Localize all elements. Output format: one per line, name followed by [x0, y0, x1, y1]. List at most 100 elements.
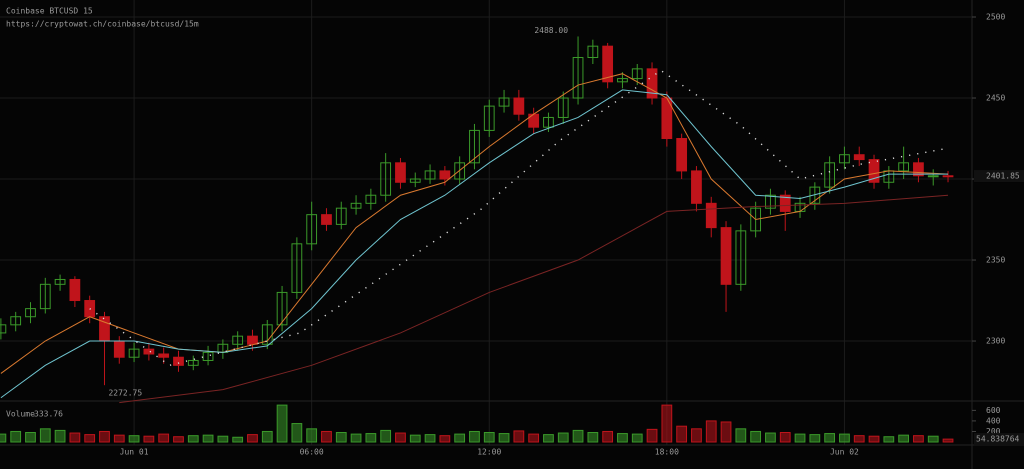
- volume-bar: [735, 428, 747, 443]
- volume-bar: [128, 435, 140, 443]
- volume-bar: [839, 433, 850, 443]
- volume-bar: [927, 435, 939, 443]
- volume-bar: [587, 432, 599, 443]
- volume-label: Volume: [6, 410, 35, 419]
- volume-bar: [39, 428, 51, 443]
- volume-bar: [395, 432, 406, 443]
- candle-body: [853, 154, 865, 161]
- volume-bar: [276, 404, 288, 443]
- candle-body: [128, 348, 140, 358]
- volume-bar: [809, 434, 821, 443]
- volume-bar: [617, 433, 628, 443]
- indicator-line: [0, 89, 949, 399]
- price-annotation: 2488.00: [534, 26, 568, 35]
- x-tick-label: 18:00: [655, 448, 679, 457]
- y-tick-label: 2450: [986, 94, 1005, 103]
- candle-body: [69, 278, 81, 302]
- volume-bar: [794, 433, 806, 443]
- candle-body: [572, 57, 584, 99]
- volume-bar: [498, 433, 510, 443]
- volume-bar: [409, 434, 421, 443]
- volume-tick-label: 600: [986, 406, 1001, 415]
- last-volume-label: 54.838764: [976, 435, 1020, 444]
- indicator-line: [0, 73, 949, 374]
- candle-body: [617, 78, 628, 83]
- last-volume-box: [974, 433, 1024, 446]
- volume-bar: [424, 434, 436, 443]
- x-tick-label: Jun 01: [120, 448, 149, 457]
- candle-body: [10, 316, 22, 326]
- volume-bar: [350, 433, 362, 443]
- candle-body: [824, 162, 836, 188]
- candle-body: [173, 356, 184, 366]
- volume-bar: [483, 432, 495, 443]
- volume-bar: [750, 430, 762, 443]
- candle-body: [113, 340, 125, 358]
- candle-body: [143, 348, 155, 355]
- volume-bar: [439, 435, 451, 443]
- candle-body: [765, 194, 776, 209]
- volume-bar: [291, 423, 303, 443]
- volume-bar: [469, 430, 480, 443]
- candle-body: [276, 291, 288, 326]
- indicator-line: [119, 194, 949, 404]
- volume-bar: [646, 428, 658, 443]
- candle-body: [513, 97, 525, 115]
- candle-body: [409, 178, 421, 183]
- volume-bar: [247, 434, 258, 443]
- candle-body: [291, 243, 303, 293]
- candle-body: [380, 162, 392, 196]
- candle-body: [335, 207, 347, 225]
- candle-body: [469, 129, 480, 164]
- volume-bar: [528, 433, 540, 443]
- volume-bar: [187, 435, 199, 443]
- volume-bar: [824, 433, 836, 443]
- candle-body: [439, 170, 451, 180]
- candle-body: [306, 214, 318, 245]
- candle-body: [868, 159, 880, 183]
- volume-bar: [705, 420, 717, 443]
- last-price-box: [974, 170, 1024, 183]
- volume-bar: [454, 433, 466, 443]
- volume-bar: [25, 432, 36, 443]
- candle-body: [187, 359, 199, 366]
- candle-body: [321, 214, 332, 225]
- candle-body: [557, 97, 569, 118]
- candle-body: [602, 45, 614, 83]
- volume-bar: [335, 432, 347, 443]
- candle-body: [424, 170, 436, 180]
- volume-bar: [676, 425, 688, 443]
- volume-bar: [261, 430, 273, 443]
- volume-bar: [54, 429, 66, 443]
- candle-body: [365, 194, 377, 204]
- volume-bar: [321, 430, 332, 443]
- x-tick-label: Jun 02: [830, 448, 859, 457]
- volume-bar: [173, 436, 184, 443]
- volume-bar: [557, 432, 569, 443]
- volume-bar: [868, 435, 880, 443]
- volume-bar: [143, 435, 155, 443]
- volume-bar: [158, 433, 170, 443]
- volume-bar: [765, 432, 776, 443]
- y-tick-label: 2300: [986, 337, 1005, 346]
- candle-body: [454, 162, 466, 180]
- x-tick-label: 06:00: [300, 448, 324, 457]
- volume-bar: [602, 430, 614, 443]
- candle-body: [913, 162, 924, 177]
- candle-body: [232, 335, 244, 345]
- volume-current: 333.76: [34, 410, 63, 419]
- candle-body: [839, 154, 850, 164]
- candle-body: [646, 68, 658, 99]
- volume-bar: [306, 428, 318, 443]
- volume-bar: [779, 432, 791, 443]
- candle-body: [720, 227, 732, 285]
- volume-bar: [69, 432, 81, 443]
- candle-body: [587, 45, 599, 59]
- candle-body: [395, 162, 406, 183]
- indicator-line: [89, 69, 949, 367]
- candle-body: [0, 324, 7, 334]
- volume-bar: [631, 433, 643, 443]
- candle-body: [543, 116, 554, 128]
- candle-body: [84, 300, 96, 318]
- candle-body: [25, 308, 36, 318]
